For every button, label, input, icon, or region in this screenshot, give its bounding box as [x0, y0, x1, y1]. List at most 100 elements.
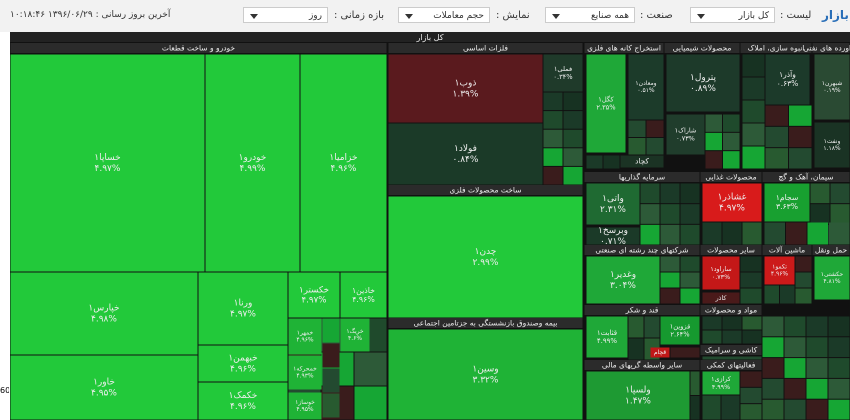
small-cell	[354, 386, 387, 420]
stock-cell[interactable]	[288, 318, 322, 355]
stock-cell[interactable]	[543, 54, 583, 92]
sector-name: انبوه سازی، املاک	[748, 44, 805, 53]
stock-symbol: خبهمن۱	[228, 354, 257, 364]
stock-cell[interactable]	[814, 256, 850, 300]
industry-dropdown[interactable]: همه صنایع	[545, 7, 635, 23]
small-cell	[795, 256, 812, 272]
sector-name: سیمان، آهک و گچ	[778, 172, 833, 182]
small-cell	[765, 148, 788, 169]
small-cell	[640, 204, 660, 224]
stock-cell[interactable]	[586, 54, 626, 153]
stock-cell[interactable]	[666, 114, 705, 155]
stock-cell[interactable]	[765, 54, 810, 105]
small-cell	[680, 288, 700, 304]
stock-cell[interactable]	[388, 329, 583, 420]
stock-cell[interactable]	[288, 355, 322, 390]
small-cell	[828, 337, 850, 358]
stock-cell[interactable]	[288, 272, 340, 318]
stock-cell[interactable]	[388, 54, 543, 123]
stock-change: ۲.۹۹%	[473, 258, 499, 268]
period-dropdown[interactable]: روز	[243, 7, 328, 23]
stock-cell[interactable]	[702, 371, 740, 395]
sector-name: سایر واسطه گریهای مالی	[602, 361, 682, 370]
small-cell	[742, 222, 762, 245]
stock-change: ۴.۹۷%	[95, 164, 121, 174]
stock-cell[interactable]	[764, 256, 795, 285]
sector-header	[584, 172, 700, 182]
small-cell	[828, 316, 850, 337]
stock-cell[interactable]	[702, 256, 740, 290]
stock-cell[interactable]	[666, 54, 740, 112]
stock-cell[interactable]	[340, 272, 387, 318]
stock-cell[interactable]	[586, 316, 628, 358]
small-cell	[680, 224, 700, 245]
stock-change: ۱.۴۷%	[625, 396, 651, 406]
small-cell	[829, 222, 850, 245]
sector-name: سرمایه گذاریها	[619, 173, 665, 182]
stock-cell[interactable]	[300, 54, 387, 272]
sector-header	[700, 245, 762, 255]
stock-change: ۰.۶۳%	[777, 79, 799, 88]
small-cell	[762, 358, 784, 378]
small-cell	[723, 132, 740, 151]
edge-label: 60	[0, 384, 9, 398]
stock-cell[interactable]	[388, 196, 583, 318]
stock-symbol: ونفت۱	[824, 138, 841, 145]
stock-cell[interactable]	[620, 155, 664, 168]
sector-name: کاشی و سرامیک	[705, 346, 758, 355]
stock-cell[interactable]	[814, 122, 850, 168]
stock-cell[interactable]	[586, 183, 640, 225]
stock-change: ۴.۹۶%	[771, 271, 789, 278]
stock-cell[interactable]	[764, 183, 810, 222]
stock-change: ۴.۹۶%	[296, 337, 314, 344]
small-cell	[702, 395, 721, 420]
stock-cell[interactable]	[198, 345, 288, 382]
industry-label: صنعت :	[640, 10, 673, 21]
stock-cell[interactable]	[205, 54, 300, 272]
stock-symbol: فملی۱	[554, 65, 572, 73]
stock-cell[interactable]	[628, 54, 664, 120]
stock-change: ۴.۹۳%	[296, 373, 314, 380]
stock-cell[interactable]	[10, 272, 198, 355]
display-dropdown[interactable]: حجم معاملات	[398, 7, 490, 23]
display-label: نمایش :	[496, 10, 530, 21]
small-cell	[543, 92, 563, 111]
small-cell	[742, 77, 765, 100]
small-cell	[660, 288, 680, 304]
stock-cell[interactable]	[660, 316, 700, 345]
stock-cell[interactable]	[198, 382, 288, 420]
sector-name: سایر محصولات	[707, 246, 755, 255]
stock-cell[interactable]	[340, 318, 370, 352]
stock-cell[interactable]	[10, 355, 198, 420]
stock-cell[interactable]	[650, 347, 670, 358]
small-cell	[806, 358, 828, 378]
stock-cell[interactable]	[702, 183, 762, 222]
stock-change: ۲.۳۵%	[596, 104, 615, 112]
stock-cell[interactable]	[814, 54, 850, 120]
stock-symbol: وبرسخ۱	[598, 226, 628, 236]
small-cell	[764, 222, 785, 245]
stock-symbol: کگل۱	[598, 96, 614, 104]
stock-change: ۱.۳۹%	[453, 89, 479, 99]
stock-cell[interactable]	[198, 272, 288, 345]
small-cell	[789, 105, 812, 126]
stock-cell[interactable]	[388, 123, 543, 185]
small-cell	[660, 204, 680, 224]
small-cell	[784, 358, 806, 378]
stock-symbol: خزامیا۱	[329, 153, 357, 163]
stock-cell[interactable]	[586, 256, 660, 304]
stock-cell[interactable]	[702, 292, 740, 304]
small-cell	[628, 120, 646, 137]
stock-symbol: واتی۱	[602, 194, 624, 204]
list-dropdown[interactable]: کل بازار	[690, 7, 775, 23]
small-cell	[723, 151, 740, 169]
sector-name: شرکتهای چند رشته ای صنعتی	[595, 246, 688, 255]
stock-symbol: سجام۱	[776, 193, 799, 202]
sector-header	[584, 360, 700, 370]
small-cell	[646, 138, 664, 155]
stock-cell[interactable]	[10, 54, 205, 272]
stock-cell[interactable]	[288, 392, 322, 420]
stock-cell[interactable]	[586, 371, 690, 420]
stock-cell[interactable]	[586, 227, 640, 245]
